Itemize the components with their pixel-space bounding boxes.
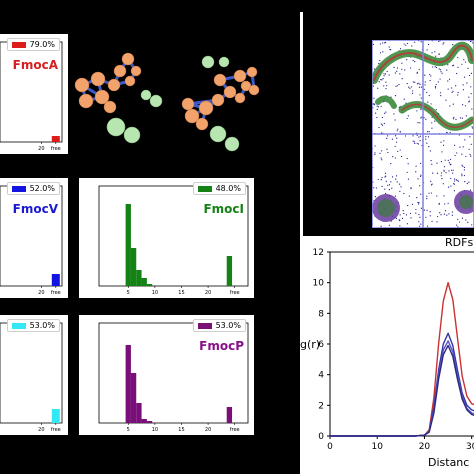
legend-swatch	[11, 41, 26, 48]
tick-label: 20	[38, 146, 44, 152]
histogram-bar	[141, 278, 147, 286]
legend-label: 48.0%	[215, 184, 241, 193]
legend-label: 52.0%	[29, 184, 55, 193]
legend-label: 79.0%	[29, 40, 55, 49]
tick-label: free	[51, 427, 61, 433]
tick-label: 20	[38, 427, 44, 433]
axis-frame	[0, 41, 63, 143]
histogram-svg: 20 free	[0, 41, 63, 152]
histogram-bar	[51, 274, 60, 286]
histogram-panel-fmocv: 20 free 52.0% FmocV	[0, 178, 68, 298]
tick-label: 20	[205, 427, 211, 433]
histogram-bar	[51, 136, 60, 142]
histogram-bar	[136, 403, 142, 423]
tick-label: 15	[178, 290, 184, 296]
rdf-series-line	[330, 282, 474, 437]
tick-label: 5	[127, 427, 130, 433]
y-tick-label: 6	[318, 340, 324, 350]
histogram-bar	[226, 407, 233, 423]
histogram-bar	[136, 270, 142, 286]
legend-swatch	[197, 185, 212, 192]
x-tick-label: 20	[419, 442, 431, 452]
tick-label: free	[51, 146, 61, 152]
legend: 53.0%	[6, 319, 60, 332]
peptide-name: FmocP	[199, 339, 244, 353]
rdf-series-line	[330, 332, 474, 437]
tick-label: 5	[127, 290, 130, 296]
legend: 79.0%	[6, 38, 60, 51]
histogram-bar	[125, 204, 131, 286]
tick-label: free	[230, 427, 240, 433]
legend: 53.0%	[192, 319, 246, 332]
histogram-svg: 5 10 15 20 free	[98, 322, 249, 433]
tick-label: 10	[152, 427, 158, 433]
histogram-bar	[226, 256, 233, 286]
x-tick-label: 10	[371, 442, 383, 452]
histogram-panel-fmocw: 20 free 53.0%	[0, 315, 68, 435]
axis-frame	[0, 185, 63, 287]
histogram-panel-fmoci: 5 10 15 20 free 48.0% FmocI	[79, 178, 254, 298]
tick-label: 15	[178, 427, 184, 433]
histogram-panel-fmocp: 5 10 15 20 free 53.0% FmocP	[79, 315, 254, 435]
rdf-series-line	[330, 344, 474, 437]
tick-label: free	[230, 290, 240, 296]
simulation-snapshots	[372, 40, 474, 228]
legend: 52.0%	[6, 182, 60, 195]
y-tick-label: 12	[313, 248, 324, 258]
histogram-bar	[146, 421, 153, 423]
tick-label: 10	[152, 290, 158, 296]
tick-label: 20	[205, 290, 211, 296]
y-axis-label: g(r)	[300, 338, 320, 351]
legend-swatch	[11, 185, 26, 192]
x-tick-label: 30	[466, 442, 474, 452]
molecule	[181, 55, 260, 152]
histogram-bar	[125, 345, 131, 423]
axis-frame	[0, 322, 63, 424]
legend-swatch	[197, 322, 212, 329]
legend: 48.0%	[192, 182, 246, 195]
histogram-svg: 5 10 15 20 free	[98, 185, 249, 296]
histogram-bar	[130, 373, 137, 423]
histogram-svg: 20 free	[0, 185, 63, 296]
legend-swatch	[11, 322, 26, 329]
y-tick-label: 2	[318, 401, 324, 411]
molecule	[74, 52, 163, 144]
tick-label: 20	[38, 290, 44, 296]
separator-line	[300, 12, 303, 237]
histogram-bar	[146, 284, 153, 286]
x-axis-label: Distanc	[428, 456, 469, 469]
histogram-bar	[51, 409, 60, 423]
tick-label: free	[51, 290, 61, 296]
axis-frame	[98, 322, 249, 424]
legend-label: 53.0%	[29, 321, 55, 330]
molecule-illustration	[74, 52, 260, 152]
y-tick-label: 8	[318, 309, 324, 319]
y-tick-label: 10	[313, 279, 325, 289]
peptide-name: FmocI	[203, 202, 244, 216]
histogram-svg: 20 free	[0, 322, 63, 433]
legend-label: 53.0%	[215, 321, 241, 330]
y-tick-label: 4	[318, 371, 324, 381]
histogram-panel-fmoca: 20 free 79.0% FmocA	[0, 34, 68, 154]
histogram-bar	[141, 419, 147, 423]
rdf-chart: 0 2 4 6 8 10 12 0 10 20 30 RDFs g(r) Distanc	[300, 236, 474, 474]
peptide-name: FmocV	[12, 202, 58, 216]
axis-frame	[98, 185, 249, 287]
histogram-bar	[130, 248, 137, 286]
y-tick-label: 0	[318, 432, 324, 442]
peptide-name: FmocA	[12, 58, 58, 72]
x-tick-label: 0	[327, 442, 333, 452]
chart-title: RDFs	[445, 236, 473, 249]
